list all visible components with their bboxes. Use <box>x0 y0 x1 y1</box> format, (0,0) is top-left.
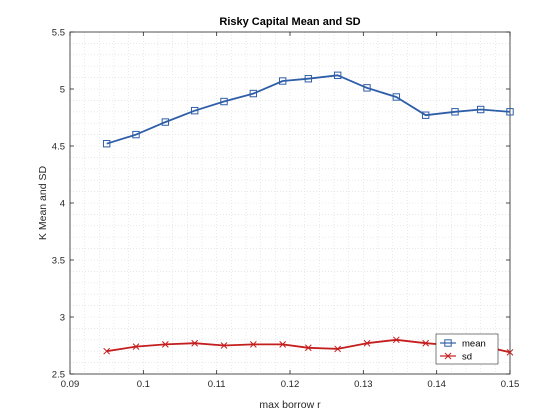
legend-label-sd: sd <box>462 352 472 363</box>
data-point-sd <box>304 344 312 352</box>
data-point-sd <box>132 343 140 350</box>
data-point-sd-stroke-b <box>161 341 169 348</box>
data-point-sd-stroke-b <box>279 341 287 348</box>
data-point-sd-stroke-b <box>103 347 111 355</box>
x-tick-label: 0.14 <box>427 379 446 390</box>
x-tick-label: 0.15 <box>501 379 520 390</box>
data-point-mean <box>278 77 287 85</box>
data-point-sd-stroke-b <box>363 339 371 347</box>
tick-labels: 0.09 0.1 0.11 0.12 0.13 0.14 0.15 2.5 3 3.5 4 4.5 5 5… <box>52 28 519 391</box>
series-mean <box>102 71 514 148</box>
data-point-sd-stroke-b <box>220 342 228 349</box>
axes <box>69 31 511 375</box>
data-point-mean <box>249 89 258 98</box>
x-tick-label: 0.1 <box>137 379 150 390</box>
data-point-sd-stroke-b <box>334 345 342 353</box>
legend-marker-mean <box>444 339 452 347</box>
data-point-sd <box>422 339 430 347</box>
data-point-sd-stroke-b <box>249 341 257 348</box>
data-point-mean <box>392 93 401 101</box>
legend-box <box>435 333 499 365</box>
y-tick-label: 2.5 <box>52 370 65 381</box>
data-point-sd <box>191 339 199 347</box>
x-tick-label: 0.11 <box>208 379 226 390</box>
data-point-mean <box>363 84 371 92</box>
y-tick-label: 4 <box>60 199 65 210</box>
data-point-mean <box>190 106 199 115</box>
data-point-sd-stroke-b <box>392 336 400 344</box>
y-tick-label: 3.5 <box>52 256 65 267</box>
data-point-sd-stroke-b <box>422 339 430 347</box>
data-point-sd <box>220 342 228 349</box>
legend-marker-sd <box>444 352 452 360</box>
data-point-mean <box>220 97 228 106</box>
data-point-mean <box>476 105 485 114</box>
y-axis-label: K Mean and SD <box>37 166 49 241</box>
legend-label-mean: mean <box>462 339 486 350</box>
data-point-mean <box>333 71 342 80</box>
x-tick-label: 0.09 <box>61 379 80 390</box>
data-point-mean <box>161 118 170 126</box>
data-point-mean <box>451 108 459 116</box>
y-tick-label: 5 <box>60 85 65 96</box>
grid <box>70 32 510 374</box>
x-tick-label: 0.13 <box>354 379 373 390</box>
y-tick-label: 3 <box>60 313 65 324</box>
x-tick-label: 0.12 <box>281 379 300 390</box>
chart-title: Risky Capital Mean and SD <box>219 16 360 28</box>
data-point-sd <box>279 341 287 348</box>
y-tick-label: 4.5 <box>52 142 65 153</box>
data-point-sd-stroke-b <box>132 343 140 350</box>
data-point-mean <box>102 140 111 148</box>
data-point-mean <box>132 130 140 139</box>
data-point-sd <box>103 347 111 355</box>
data-point-sd <box>161 341 169 348</box>
data-point-mean <box>506 108 514 116</box>
data-point-sd <box>363 339 371 347</box>
series-line-mean <box>106 74 511 145</box>
y-tick-label: 5.5 <box>52 28 65 39</box>
data-point-sd <box>506 348 514 356</box>
legend-marker-sd-stroke-b <box>444 352 452 360</box>
data-point-mean <box>421 111 430 119</box>
data-point-sd-stroke-b <box>506 348 514 356</box>
data-point-mean <box>304 75 313 83</box>
data-point-sd <box>249 341 257 348</box>
x-axis-label: max borrow r <box>259 399 321 411</box>
data-point-sd <box>392 336 400 344</box>
data-point-sd-stroke-b <box>191 339 199 347</box>
data-point-sd <box>334 345 342 353</box>
legend: mean sd <box>435 333 499 365</box>
data-point-sd-stroke-b <box>304 344 312 352</box>
